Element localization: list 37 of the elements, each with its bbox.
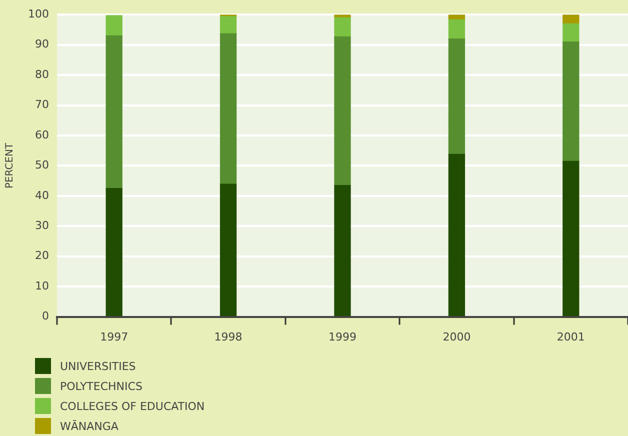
legend-label: UNIVERSITIES — [60, 360, 136, 372]
bar — [448, 154, 466, 316]
x-tick-label: 2000 — [442, 330, 471, 344]
bar — [562, 41, 580, 162]
bar — [334, 36, 351, 186]
y-tick-label: 80 — [34, 68, 49, 81]
bar — [334, 185, 351, 316]
bar — [562, 23, 580, 42]
x-tick-label: 1998 — [214, 330, 242, 344]
legend-label: WĀNANGA — [60, 420, 118, 432]
x-tick-label: 2001 — [556, 330, 585, 344]
bar — [106, 35, 122, 189]
y-tick-label: 90 — [34, 38, 49, 51]
y-tick-label: 70 — [34, 98, 49, 112]
y-tick-label: 30 — [34, 219, 49, 232]
bar — [106, 188, 122, 316]
y-tick-label: 60 — [34, 128, 49, 142]
bar — [220, 33, 237, 184]
y-axis-title: PERCENT — [4, 142, 16, 189]
x-tick-label: 1999 — [328, 330, 356, 344]
legend-label: COLLEGES OF EDUCATION — [60, 400, 205, 412]
bar — [448, 19, 466, 40]
bar — [106, 15, 122, 36]
y-tick-label: 100 — [28, 7, 49, 20]
bar — [220, 16, 237, 34]
bar — [562, 160, 580, 316]
y-tick-label: 50 — [34, 158, 49, 172]
y-tick-label: 20 — [34, 249, 49, 262]
y-tick-label: 10 — [34, 279, 49, 292]
y-tick-label: 0 — [42, 310, 49, 323]
bar — [334, 17, 351, 37]
bar — [220, 184, 237, 316]
y-tick-label: 40 — [34, 188, 49, 202]
x-tick-label: 1997 — [100, 330, 128, 344]
bar — [448, 38, 466, 155]
bar — [562, 14, 580, 24]
legend-label: POLYTECHNICS — [60, 380, 142, 392]
